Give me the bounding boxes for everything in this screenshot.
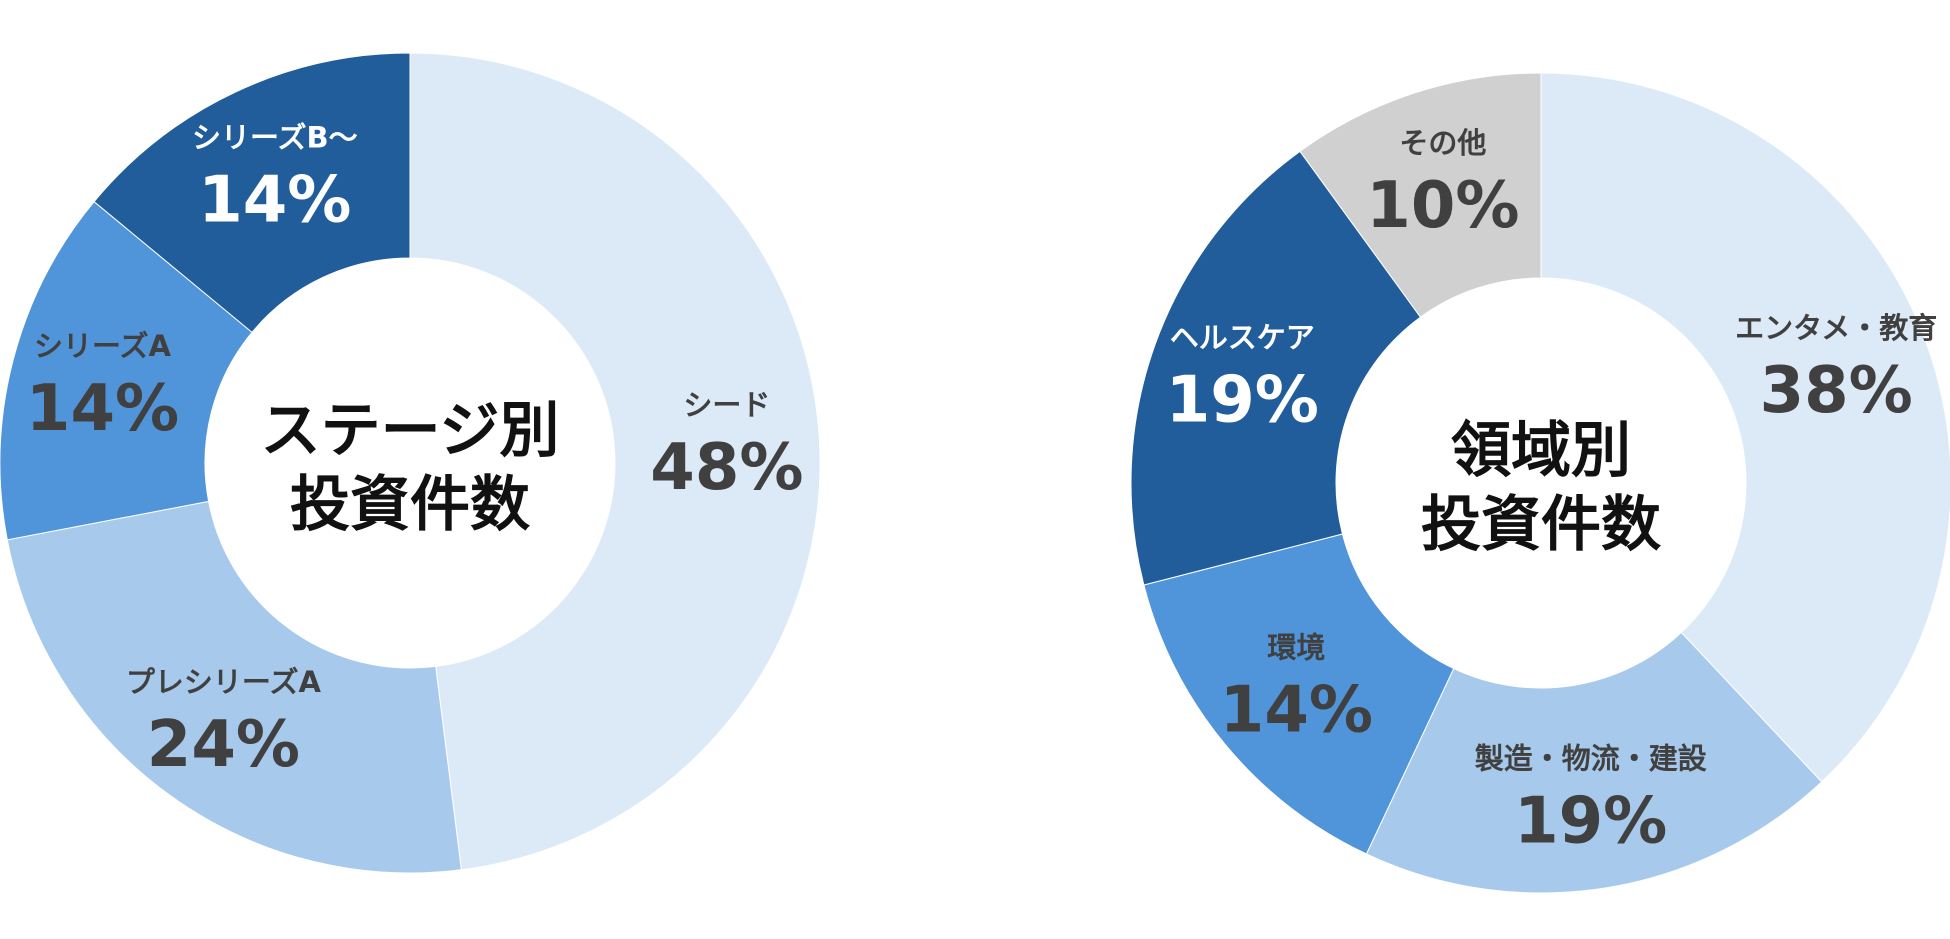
slice-series-a: [0, 200, 253, 541]
center-title-line-2: 投資件数: [1421, 490, 1661, 560]
slice-entertainment-education: [1540, 72, 1950, 783]
stage-donut-chart: シード 48% プレシリーズA 24% シリーズA 14% シリーズB〜 14% ステージ別投資…: [0, 52, 821, 874]
slice-series-b: [93, 52, 411, 334]
slice-environment: [1143, 533, 1455, 855]
slice-value-healthcare: 19%: [1166, 364, 1319, 438]
slice-value-series-a: 14%: [26, 372, 179, 446]
slice-label-series-a: シリーズA: [34, 329, 172, 363]
slice-value-other: 10%: [1366, 169, 1519, 243]
slice-label-pre-series-a: プレシリーズA: [126, 665, 322, 699]
slice-value-series-b: 14%: [198, 164, 351, 238]
slice-label-environment: 環境: [1267, 630, 1325, 664]
slice-seed: [409, 52, 821, 871]
slice-label-manufacturing-logistics-construction: 製造・物流・建設: [1475, 742, 1708, 776]
slice-label-series-b: シリーズB〜: [192, 121, 358, 155]
slice-value-environment: 14%: [1220, 673, 1373, 747]
slice-value-entertainment-education: 38%: [1760, 354, 1913, 428]
slice-value-seed: 48%: [650, 431, 803, 505]
center-title-line-1: ステージ別: [261, 396, 560, 466]
slice-label-seed: シード: [683, 388, 770, 422]
domain-donut-chart: エンタメ・教育 38% 製造・物流・建設 19% 環境 14% ヘルスケア 19% その他 10%…: [1130, 72, 1950, 894]
slice-label-entertainment-education: エンタメ・教育: [1735, 311, 1937, 345]
slice-label-healthcare: ヘルスケア: [1170, 321, 1315, 355]
slice-other: [1299, 72, 1542, 318]
slice-value-pre-series-a: 24%: [147, 708, 300, 782]
center-title-line-2: 投資件数: [290, 470, 530, 540]
slice-pre-series-a: [6, 500, 462, 874]
slice-value-manufacturing-logistics-construction: 19%: [1514, 785, 1667, 859]
slice-label-other: その他: [1399, 126, 1486, 160]
center-title-line-1: 領域別: [1451, 416, 1631, 486]
slice-manufacturing-logistics-construction: [1365, 631, 1823, 894]
slice-healthcare: [1130, 150, 1422, 586]
